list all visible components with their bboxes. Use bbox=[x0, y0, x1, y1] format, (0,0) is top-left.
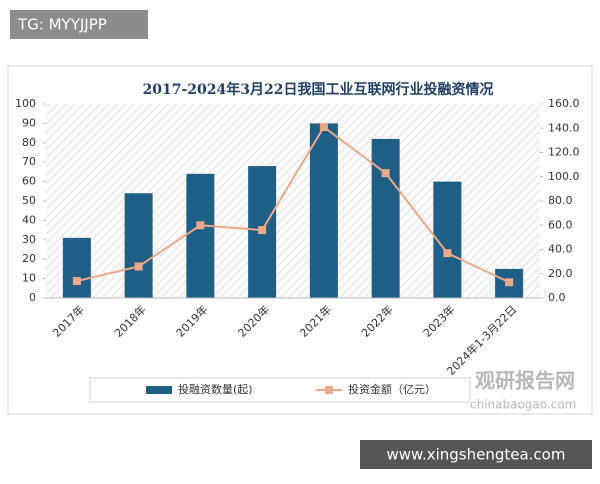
line-marker bbox=[319, 123, 328, 132]
bar bbox=[62, 237, 91, 298]
legend-label: 投融资数量(起) bbox=[178, 382, 253, 396]
y-tick-label: 70 bbox=[22, 155, 36, 168]
legend-label: 投资金额（亿元） bbox=[348, 382, 436, 396]
line-marker bbox=[381, 169, 390, 178]
plot-area bbox=[46, 104, 540, 298]
bar bbox=[309, 123, 338, 299]
y-tick-label: 90 bbox=[22, 116, 36, 129]
y-tick-label: 0 bbox=[29, 291, 36, 304]
y2-tick-label: 20.0 bbox=[548, 267, 573, 280]
y-tick-label: 50 bbox=[22, 194, 36, 207]
y-tick-label: 20 bbox=[22, 252, 36, 265]
footer-box bbox=[360, 440, 592, 469]
line bbox=[76, 125, 510, 284]
footer-text: www.xingshengtea.com bbox=[387, 446, 566, 464]
y2-tick-label: 100.0 bbox=[548, 170, 580, 183]
y2-tick-label: 60.0 bbox=[548, 218, 573, 231]
watermark-box bbox=[10, 10, 148, 39]
legend-swatch bbox=[146, 386, 172, 394]
watermark-text: TG: MYYJJPP bbox=[17, 16, 107, 34]
y2-tick-label: 140.0 bbox=[548, 121, 580, 134]
line-marker bbox=[196, 221, 205, 230]
y-tick-label: 100 bbox=[15, 97, 36, 110]
y-tick-label: 80 bbox=[22, 136, 36, 149]
y2-tick-label: 80.0 bbox=[548, 194, 573, 207]
brand-watermark: 观研报告网 bbox=[475, 369, 575, 393]
y-tick-label: 60 bbox=[22, 175, 36, 188]
line-marker bbox=[258, 226, 267, 235]
bar bbox=[124, 193, 153, 298]
line-marker bbox=[443, 249, 452, 258]
line-marker bbox=[72, 277, 81, 286]
line-marker bbox=[505, 278, 514, 287]
brand-url: chinabaogao.com bbox=[470, 398, 576, 412]
bar bbox=[186, 173, 215, 298]
y2-tick-label: 40.0 bbox=[548, 243, 573, 256]
y2-tick-label: 0.0 bbox=[548, 291, 566, 304]
bar bbox=[371, 138, 400, 298]
y2-tick-label: 160.0 bbox=[548, 97, 580, 110]
chart-title: 2017-2024年3月22日我国工业互联网行业投融资情况 bbox=[143, 81, 494, 98]
legend-swatch bbox=[325, 386, 333, 394]
y-tick-label: 10 bbox=[22, 272, 36, 285]
y-tick-label: 40 bbox=[22, 213, 36, 226]
line-marker bbox=[134, 262, 143, 271]
y-tick-label: 30 bbox=[22, 233, 36, 246]
y2-tick-label: 120.0 bbox=[548, 146, 580, 159]
